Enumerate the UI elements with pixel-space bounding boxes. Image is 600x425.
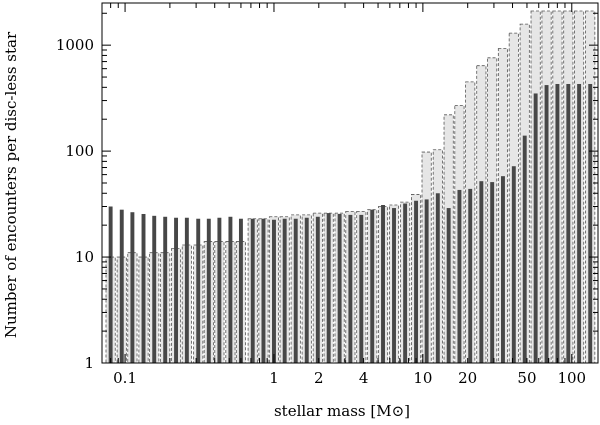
x-tick-label: 50 bbox=[517, 369, 536, 387]
dark-bar bbox=[326, 213, 331, 363]
dark-bar bbox=[250, 218, 255, 363]
x-tick-label: 1 bbox=[269, 369, 279, 387]
dark-bar bbox=[403, 203, 408, 363]
dark-bar bbox=[196, 218, 201, 363]
dark-bar bbox=[381, 205, 385, 363]
x-tick-label: 10 bbox=[413, 369, 432, 387]
dark-bar bbox=[588, 83, 593, 364]
dark-bar bbox=[457, 189, 462, 363]
tick-labels-group: 1 10 100 1000 0.1 1 2 4 10 20 50 100 bbox=[56, 36, 586, 387]
dark-bar bbox=[424, 199, 429, 363]
dark-bar bbox=[163, 216, 168, 363]
dark-bar bbox=[577, 83, 582, 364]
dark-bar bbox=[490, 182, 495, 363]
dark-bar bbox=[152, 215, 157, 363]
dark-bar bbox=[544, 85, 549, 363]
dark-bar bbox=[272, 219, 276, 363]
dark-bar bbox=[228, 216, 233, 363]
dark-bar bbox=[511, 166, 516, 363]
dark-bar bbox=[446, 208, 451, 363]
y-tick-label: 1000 bbox=[56, 36, 94, 54]
dark-bar bbox=[566, 83, 571, 364]
dark-bar bbox=[522, 135, 527, 363]
ticks-group bbox=[101, 3, 598, 364]
y-tick-label: 10 bbox=[75, 248, 94, 266]
bars-group bbox=[105, 10, 596, 364]
x-tick-label: 2 bbox=[314, 369, 324, 387]
x-tick-label: 20 bbox=[458, 369, 477, 387]
dark-bar bbox=[337, 213, 342, 363]
dark-bar bbox=[217, 217, 222, 363]
dark-bar bbox=[108, 206, 113, 363]
dark-bar bbox=[206, 218, 211, 363]
dark-bar bbox=[479, 181, 484, 363]
x-tick-label: 100 bbox=[557, 369, 586, 387]
dark-bar bbox=[238, 218, 243, 363]
x-tick-label: 4 bbox=[359, 369, 369, 387]
dark-bar bbox=[119, 209, 124, 363]
dark-bar bbox=[348, 214, 353, 363]
x-tick-label: 0.1 bbox=[113, 369, 137, 387]
dark-bar bbox=[293, 218, 298, 363]
y-tick-label: 1 bbox=[84, 354, 94, 372]
dark-bar bbox=[533, 93, 538, 364]
dark-bar bbox=[174, 217, 179, 363]
dark-bar bbox=[282, 218, 287, 363]
dark-bar bbox=[261, 218, 266, 363]
x-axis-title: stellar mass [M⊙] bbox=[274, 402, 410, 420]
dark-bar bbox=[435, 193, 440, 363]
dark-bar bbox=[414, 200, 419, 363]
dark-bar bbox=[315, 216, 320, 363]
dark-bar bbox=[501, 176, 505, 363]
dark-bar bbox=[141, 213, 146, 363]
dark-bar bbox=[468, 188, 473, 363]
dark-bar bbox=[184, 217, 189, 363]
dark-bar bbox=[359, 214, 364, 363]
y-tick-label: 100 bbox=[65, 142, 94, 160]
dark-bar bbox=[304, 217, 309, 363]
y-axis-title: Number of encounters per disc-less star bbox=[2, 31, 20, 338]
dark-bar bbox=[392, 208, 396, 363]
dark-bar bbox=[555, 83, 560, 364]
dark-bar bbox=[130, 212, 135, 363]
dark-bar bbox=[370, 209, 375, 363]
